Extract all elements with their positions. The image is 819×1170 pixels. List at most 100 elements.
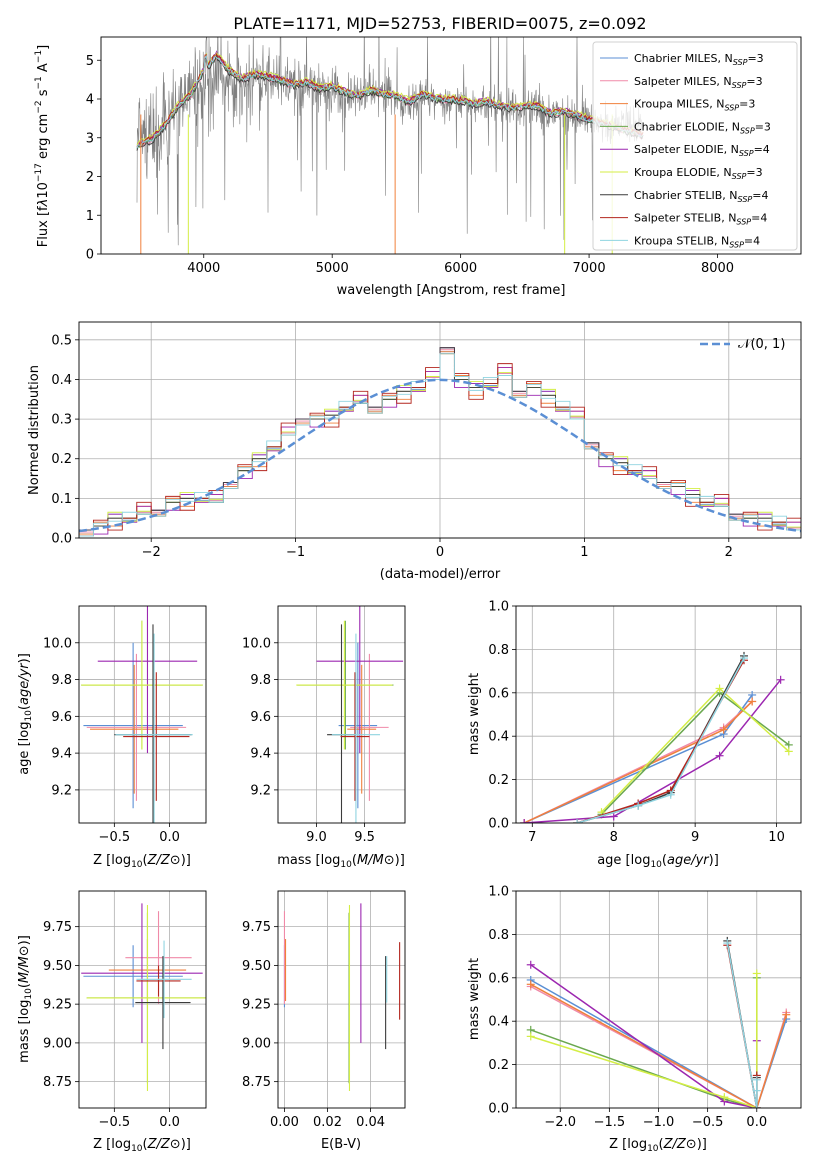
y-tick-label: 8.75 <box>43 1075 72 1090</box>
x-tick-label: 5000 <box>316 261 349 276</box>
legend-label: Salpeter ELODIE, NSSP=4 <box>634 143 770 158</box>
weight-line-salpeter_elodie <box>524 679 782 823</box>
legend-label: Salpeter STELIB, NSSP=4 <box>634 212 767 227</box>
legend-label: Salpeter MILES, NSSP=3 <box>634 75 763 90</box>
legend-label: Chabrier MILES, NSSP=3 <box>634 52 764 67</box>
figure-title: PLATE=1171, MJD=52753, FIBERID=0075, z=0… <box>233 14 646 33</box>
model-line-chabrier_stelib <box>136 54 644 151</box>
axes-frame <box>100 36 802 255</box>
x-axis-label: wavelength [Angstrom, rest frame] <box>337 283 566 298</box>
weight-line-chabrier_miles <box>530 979 788 1108</box>
y-tick-label: 9.00 <box>242 1036 271 1051</box>
y-tick-label: 9.25 <box>242 998 271 1013</box>
y-tick-label: 2 <box>86 170 94 185</box>
weight-line-kroupa_stelib <box>726 942 758 1108</box>
y-tick-label: 0.6 <box>488 686 509 701</box>
y-tick-label: 0.5 <box>51 333 72 348</box>
y-tick-label: 10.0 <box>43 636 72 651</box>
y-tick-label: 0.1 <box>51 492 72 507</box>
y-tick-label: 9.8 <box>51 673 72 688</box>
axes: 0.00 0.02 0.04 8.75 9.00 9.25 9.50 9.75 E(B-V) <box>242 890 406 1152</box>
y-tick-label: 0.6 <box>488 971 509 986</box>
x-tick-label: 0.00 <box>270 1115 299 1130</box>
x-tick-label: 0.04 <box>356 1115 385 1130</box>
axes: −2 −1 0 1 2 0.0 0.1 0.2 0.3 0.4 0.5 𝒩(0, 1) (data-mo… <box>27 321 802 582</box>
y-tick-label: 1.0 <box>488 600 509 615</box>
legend-label: Chabrier STELIB, NSSP=4 <box>634 189 768 204</box>
x-tick-label: −0.5 <box>99 830 131 845</box>
axes: −0.5 0.0 9.2 9.4 9.6 9.8 10.0 Z [log10(Z/Z⊙)] ag… <box>17 605 207 870</box>
x-tick-label: 8 <box>610 830 618 845</box>
y-tick-label: 3 <box>86 131 94 146</box>
panel-age_vs_mass: 9.0 9.5 9.2 9.4 9.6 9.8 10.0 mass [log10(M/M⊙)] <box>242 605 406 870</box>
plot-area <box>526 936 791 1108</box>
axes-frame <box>277 605 406 824</box>
gaussian-curve <box>79 378 801 533</box>
y-axis-label: mass [log10(M/M⊙)] <box>17 935 34 1063</box>
plot-area <box>81 606 203 823</box>
legend-label: Chabrier ELODIE, NSSP=3 <box>634 120 771 135</box>
grid <box>79 606 206 823</box>
y-tick-label: 0 <box>86 248 94 263</box>
x-tick-label: 4000 <box>187 261 220 276</box>
y-tick-label: 0.2 <box>51 452 72 467</box>
y-tick-label: 0.2 <box>488 1058 509 1073</box>
y-tick-label: 0.3 <box>51 413 72 428</box>
panel-mass_vs_ebv: 0.00 0.02 0.04 8.75 9.00 9.25 9.50 9.75 E(B-V) <box>242 890 406 1152</box>
panel-weight_vs_age: 7 8 9 10 0.0 0.2 0.4 0.6 0.8 1.0 age [log10(age/yr… <box>467 600 802 870</box>
weight-line-salpeter_elodie <box>530 964 758 1108</box>
weight-line-kroupa_elodie <box>530 973 758 1108</box>
panel-spectrum: 4000 5000 6000 7000 8000 0 1 2 3 4 5 wavelength [An… <box>34 36 802 298</box>
y-tick-label: 8.75 <box>242 1075 271 1090</box>
x-tick-label: 0.0 <box>746 1115 767 1130</box>
x-axis-label: mass [log10(M/M⊙)] <box>277 853 405 870</box>
axes: 4000 5000 6000 7000 8000 0 1 2 3 4 5 wavelength [An… <box>34 36 802 298</box>
x-tick-label: −0.5 <box>692 1115 724 1130</box>
y-tick-label: 0.4 <box>488 1015 509 1030</box>
x-tick-label: 2 <box>725 545 733 560</box>
axes-frame <box>515 605 802 824</box>
x-tick-label: 7000 <box>573 261 606 276</box>
y-axis-label: mass weight <box>467 958 482 1040</box>
y-tick-label: 9.2 <box>51 783 72 798</box>
y-tick-label: 9.8 <box>250 673 271 688</box>
y-tick-label: 0.0 <box>51 532 72 547</box>
legend-label: Kroupa ELODIE, NSSP=3 <box>634 166 763 181</box>
model-line-kroupa_stelib <box>136 55 644 149</box>
panel-mass_vs_z: −0.5 0.0 8.75 9.00 9.25 9.50 9.75 Z [log10(Z/Z⊙… <box>17 890 207 1154</box>
legend-label: Kroupa MILES, NSSP=3 <box>634 98 755 113</box>
axes-frame <box>78 321 802 539</box>
x-axis-label: Z [log10(Z/Z⊙)] <box>93 1137 191 1154</box>
axes-frame <box>277 890 406 1109</box>
y-tick-label: 0.0 <box>488 817 509 832</box>
x-axis-label: Z [log10(Z/Z⊙)] <box>609 1137 707 1154</box>
x-tick-label: 8000 <box>701 261 734 276</box>
y-tick-label: 9.6 <box>250 710 271 725</box>
y-tick-label: 10.0 <box>242 636 271 651</box>
y-tick-label: 0.8 <box>488 928 509 943</box>
axes-frame <box>78 605 207 824</box>
legend-box <box>592 41 798 251</box>
x-axis-label: (data-model)/error <box>380 567 501 582</box>
y-tick-label: 9.25 <box>43 998 72 1013</box>
y-tick-label: 1.0 <box>488 885 509 900</box>
axes: 7 8 9 10 0.0 0.2 0.4 0.6 0.8 1.0 age [log10(age/yr… <box>467 600 802 870</box>
y-tick-label: 9.4 <box>250 747 271 762</box>
plot-area <box>136 37 644 254</box>
x-tick-label: −0.5 <box>99 1115 131 1130</box>
histogram-salpeter_stelib <box>79 353 801 538</box>
y-tick-label: 9.75 <box>43 920 72 935</box>
y-tick-label: 5 <box>86 54 94 69</box>
y-tick-label: 9.75 <box>242 920 271 935</box>
x-tick-label: −2 <box>142 545 161 560</box>
y-tick-label: 0.0 <box>488 1102 509 1117</box>
y-tick-label: 9.6 <box>51 710 72 725</box>
panel-age_vs_z: −0.5 0.0 9.2 9.4 9.6 9.8 10.0 Z [log10(Z/Z⊙)] ag… <box>17 605 207 870</box>
legend-label: 𝒩(0, 1) <box>738 337 785 352</box>
model-line-salpeter_stelib <box>136 52 644 148</box>
plot-area <box>520 651 793 823</box>
weight-line-kroupa_miles <box>530 983 788 1108</box>
y-tick-label: 9.00 <box>43 1036 72 1051</box>
x-tick-label: 0 <box>436 545 444 560</box>
